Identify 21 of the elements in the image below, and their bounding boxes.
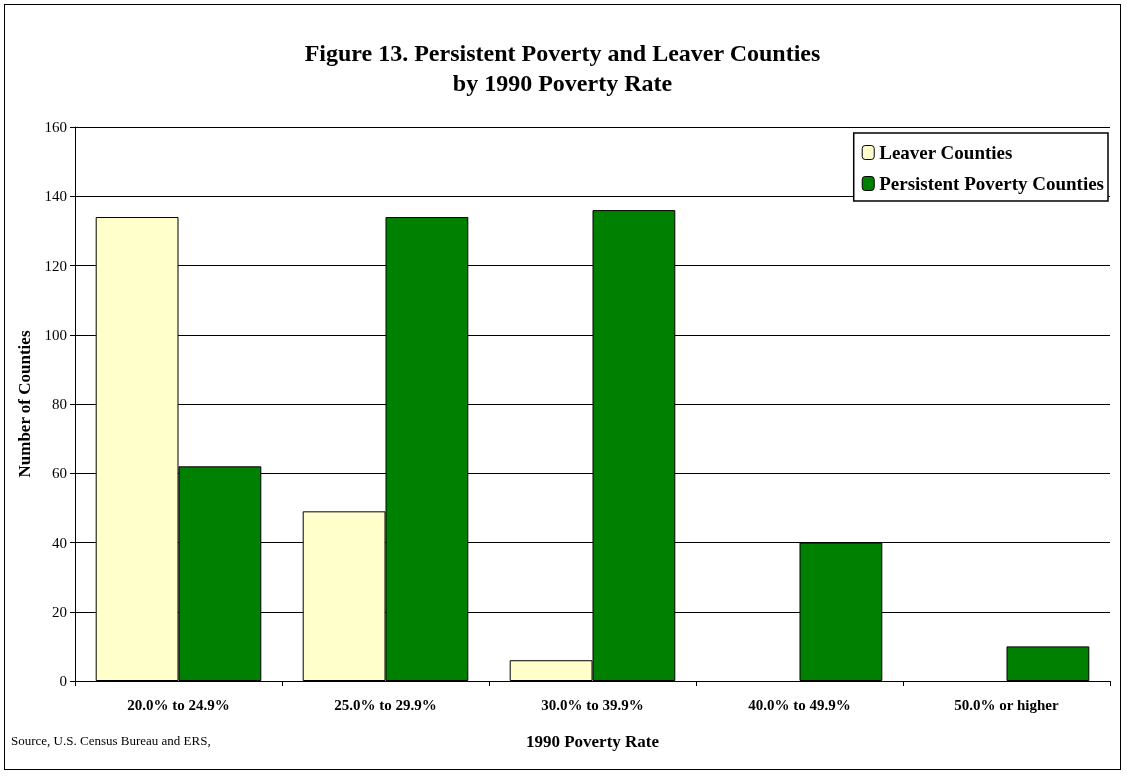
x-axis-title: 1990 Poverty Rate [525, 732, 660, 751]
y-tick-label: 60 [52, 465, 67, 482]
y-tick-label: 160 [44, 119, 67, 135]
y-tick-label: 40 [52, 534, 67, 551]
y-tick-label: 20 [52, 603, 67, 620]
chart-title: Figure 13. Persistent Poverty and Leaver Counties by 1990 Poverty Rate [304, 40, 821, 96]
legend-label: Persistent Poverty Counties [879, 173, 1104, 194]
source-note: Source, U.S. Census Bureau and ERS, [11, 733, 211, 748]
x-tick-label: 40.0% to 49.9% [748, 696, 851, 713]
y-tick-label: 0 [59, 673, 67, 689]
x-tick-label: 30.0% to 39.9% [541, 696, 644, 713]
y-tick-label: 100 [44, 326, 67, 343]
y-tick-label: 140 [44, 188, 67, 205]
legend-label: Leaver Counties [879, 142, 1013, 163]
y-tick-label: 80 [52, 396, 67, 412]
x-tick-label: 25.0% to 29.9% [334, 696, 437, 713]
y-axis-title: Number of Counties [15, 330, 34, 478]
bar [1006, 646, 1090, 681]
y-tick-label: 120 [44, 257, 67, 274]
x-tick-label: 20.0% to 24.9% [127, 696, 230, 713]
x-tick-label: 50.0% or higher [954, 696, 1059, 713]
